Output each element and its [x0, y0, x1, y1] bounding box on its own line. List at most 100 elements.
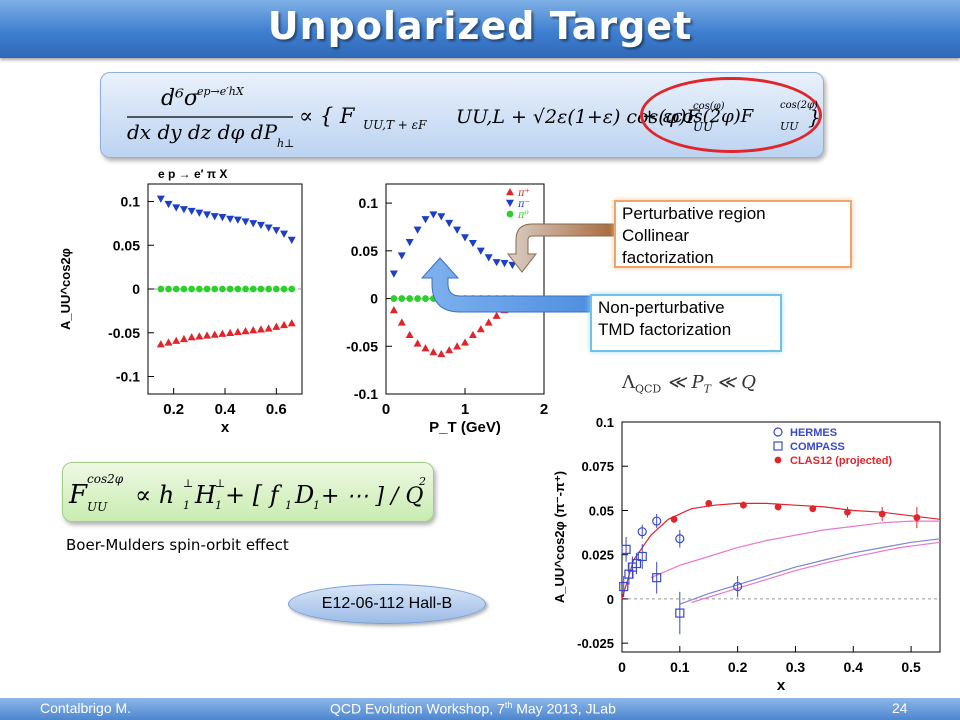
bm-rest: + ⋯ ] / Q	[321, 484, 423, 509]
data-point	[453, 226, 462, 234]
bm-sup2: 2	[418, 475, 426, 488]
x-tick-label: 0.2	[163, 401, 184, 418]
legend-marker	[506, 188, 514, 196]
bm-one-c: 1	[285, 499, 292, 512]
perturbative-line-2: Collinear	[622, 226, 690, 245]
data-point	[484, 318, 493, 326]
perturbative-arrow	[506, 223, 615, 273]
x-axis-label: P_T (GeV)	[429, 419, 501, 436]
data-point	[492, 259, 501, 267]
chart-asym-diff-vs-x: 0.1 0.075 0.05 0.025 0 -0.025 0 0.1 0.2 0.3 0.4 0.5…	[552, 415, 941, 694]
data-point	[172, 285, 180, 293]
data-point	[705, 499, 713, 507]
bm-sup: cos2φ	[87, 472, 124, 486]
legend-label: COMPASS	[790, 441, 845, 453]
bm-perp-a: ⊥	[183, 477, 193, 490]
series-0	[156, 195, 296, 244]
y-tick-label: -0.025	[577, 636, 614, 651]
data-point	[280, 285, 288, 293]
data-point	[164, 338, 173, 346]
data-point	[476, 247, 485, 255]
data-point	[675, 608, 685, 618]
data-point	[621, 544, 631, 554]
y-tick-label: 0.1	[596, 415, 614, 430]
eq-close-brace: }	[808, 105, 820, 129]
data-point	[675, 534, 685, 544]
data-point	[468, 239, 477, 248]
data-point	[453, 342, 462, 350]
plot-frame	[385, 183, 545, 395]
data-point	[156, 340, 165, 348]
data-point	[468, 330, 477, 339]
y-tick-label: 0.1	[359, 195, 379, 211]
x-tick-label: 0	[618, 659, 626, 675]
data-point	[272, 322, 281, 330]
data-point	[280, 320, 289, 329]
callout-arrows	[420, 223, 615, 313]
qcd-q: ≪ Q	[711, 372, 757, 393]
legend-label: CLAS12 (projected)	[790, 455, 892, 467]
y-tick-label: 0	[370, 291, 378, 307]
data-point	[421, 216, 430, 224]
data-point	[437, 213, 446, 221]
data-point	[508, 261, 517, 270]
model-curve	[679, 538, 941, 605]
data-point	[165, 285, 172, 293]
x-tick-label: 0.1	[670, 659, 690, 675]
legend-label: π⁻	[517, 199, 530, 210]
legend-label: π⁰	[517, 210, 529, 221]
data-point	[389, 306, 398, 314]
data-point	[172, 336, 181, 344]
series-1	[157, 285, 296, 293]
nonperturbative-callout: Non-perturbative TMD factorization	[590, 294, 782, 352]
data-point	[233, 327, 242, 336]
legend-label: π⁺	[517, 188, 530, 199]
qcd-scale-relation: ΛQCD ≪ PT ≪ Q	[622, 372, 756, 396]
qcd-rest: ≪ P	[661, 372, 704, 393]
data-point	[429, 348, 438, 356]
data-point	[500, 260, 509, 268]
data-point	[241, 327, 250, 335]
y-tick-label: 0.05	[113, 237, 140, 253]
y-tick-label: 0.075	[581, 459, 614, 474]
legend-marker	[774, 456, 782, 464]
eq-cos2-sup: cos(2φ)	[780, 100, 818, 111]
data-point	[437, 349, 446, 358]
data-point	[234, 285, 242, 293]
y-tick-label: -0.05	[108, 325, 140, 341]
cos2phi-highlight-ring	[640, 77, 822, 153]
data-point	[265, 285, 273, 293]
data-point	[637, 551, 647, 562]
bm-one-a: 1	[183, 499, 190, 512]
series-2	[670, 499, 921, 529]
model-curve	[650, 520, 940, 579]
data-point	[492, 311, 501, 319]
nonperturbative-line-2: TMD factorization	[598, 320, 732, 339]
data-point	[913, 514, 921, 521]
data-point	[179, 334, 188, 343]
data-point	[476, 325, 485, 333]
legend-marker	[506, 199, 514, 207]
data-point	[187, 333, 196, 341]
data-point	[203, 331, 212, 339]
data-point	[287, 236, 296, 244]
data-point	[210, 213, 219, 221]
data-point	[249, 326, 258, 334]
bm-D: D	[294, 481, 314, 509]
data-point	[429, 211, 438, 219]
data-point	[242, 285, 249, 293]
y-axis-label: A_UU^cos2φ	[58, 248, 73, 330]
data-point	[272, 227, 281, 235]
perturbative-line-1: Perturbative region	[622, 204, 766, 223]
data-point	[195, 285, 203, 293]
model-curve	[691, 541, 941, 604]
data-point	[809, 505, 817, 513]
data-point	[878, 510, 886, 518]
y-tick-label: 0.025	[581, 548, 614, 563]
legend-marker	[506, 210, 514, 218]
footer-page-number: 24	[892, 700, 908, 716]
y-tick-label: -0.05	[346, 338, 378, 354]
data-point	[264, 324, 273, 332]
data-point	[256, 325, 265, 333]
bm-one-b: 1	[215, 499, 222, 512]
